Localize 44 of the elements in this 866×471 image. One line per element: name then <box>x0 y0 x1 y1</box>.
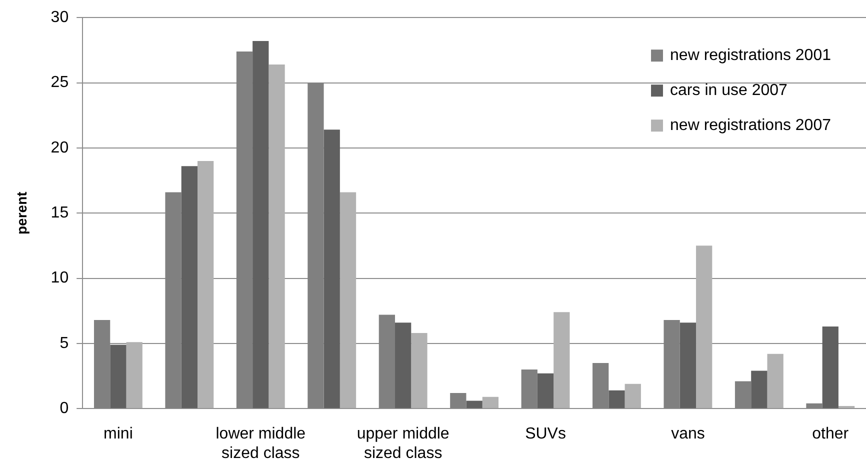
x-tick-label: SUVs <box>525 426 566 443</box>
bar <box>806 403 822 408</box>
bar <box>554 312 570 408</box>
bar <box>181 166 198 408</box>
y-tick-label: 30 <box>50 9 69 26</box>
y-tick-label: 0 <box>60 400 69 418</box>
bar <box>110 344 126 408</box>
x-tick-label: mini <box>104 426 133 443</box>
bar <box>268 64 285 408</box>
bar <box>324 130 340 408</box>
bar <box>767 354 784 408</box>
legend-label: new registrations 2001 <box>670 47 832 64</box>
bar <box>696 246 712 408</box>
y-tick-label: 15 <box>50 204 69 222</box>
bar <box>521 370 538 408</box>
bar <box>482 396 499 408</box>
bar <box>126 342 142 408</box>
bar <box>466 400 482 408</box>
legend-label: cars in use 2007 <box>670 82 788 100</box>
y-tick-label: 20 <box>50 139 69 156</box>
bar <box>624 384 641 408</box>
x-tick-label: lower middle sized class <box>216 426 306 462</box>
bar <box>450 392 466 408</box>
y-axis-title: perent <box>13 191 30 234</box>
bar <box>411 333 428 408</box>
bar <box>608 390 625 408</box>
bar <box>751 370 768 408</box>
bar <box>680 322 696 408</box>
x-tick-label: vans <box>671 426 705 443</box>
y-tick-label: 25 <box>50 74 69 92</box>
x-tick-label: other <box>812 426 850 443</box>
bar <box>340 192 356 408</box>
bar <box>197 160 214 408</box>
bar <box>592 362 609 408</box>
legend-label: new registrations 2007 <box>670 117 832 134</box>
x-tick-label: upper middle sized class <box>356 426 450 462</box>
bar <box>252 41 269 408</box>
bar <box>537 373 554 408</box>
y-tick-label: 10 <box>50 270 69 287</box>
bar <box>734 381 752 408</box>
y-tick-label: 5 <box>60 334 69 352</box>
bar <box>822 326 838 408</box>
bar <box>395 322 412 408</box>
bar <box>838 406 855 408</box>
